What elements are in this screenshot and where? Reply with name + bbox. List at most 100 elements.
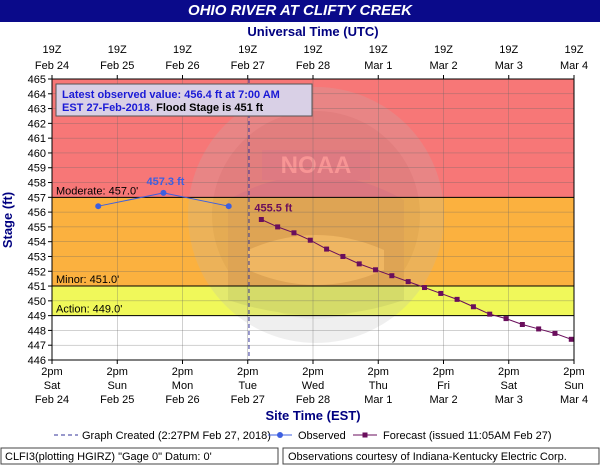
top-tick-date: Feb 24 bbox=[35, 60, 69, 72]
bottom-tick-day: Tue bbox=[238, 380, 257, 392]
forecast-point bbox=[258, 217, 264, 222]
bottom-tick-time: 2pm bbox=[498, 366, 519, 378]
top-axis: 19Z Feb 24 19Z Feb 25 19Z Feb 26 19Z Feb 27 19Z F… bbox=[35, 44, 588, 79]
y-tick-label: 462 bbox=[28, 118, 46, 130]
y-tick-label: 448 bbox=[28, 325, 46, 337]
top-tick-time: 19Z bbox=[499, 44, 518, 56]
footer-credit: Observations courtesy of Indiana-Kentuck… bbox=[288, 451, 567, 463]
svg-text:NOAA: NOAA bbox=[281, 152, 352, 179]
top-tick-date: Feb 27 bbox=[231, 60, 265, 72]
y-tick-label: 459 bbox=[28, 163, 46, 175]
series-layer bbox=[95, 189, 574, 342]
top-tick-time: 19Z bbox=[173, 44, 192, 56]
forecast-point bbox=[454, 296, 460, 302]
forecast-point bbox=[373, 267, 379, 273]
forecast-point bbox=[487, 311, 493, 317]
y-axis-title: Stage (ft) bbox=[0, 192, 15, 248]
legend-forecast: Forecast (issued 11:05AM Feb 27) bbox=[383, 430, 552, 442]
bottom-tick-date: Feb 28 bbox=[296, 394, 330, 406]
bottom-tick-time: 2pm bbox=[302, 366, 323, 378]
top-tick-time: 19Z bbox=[238, 44, 257, 56]
bottom-tick-date: Feb 27 bbox=[231, 394, 265, 406]
y-tick-label: 463 bbox=[28, 104, 46, 116]
top-axis-title: Universal Time (UTC) bbox=[247, 24, 378, 39]
bottom-tick-date: Mar 1 bbox=[364, 394, 392, 406]
bottom-tick-date: Feb 26 bbox=[165, 394, 199, 406]
bottom-tick-day: Sat bbox=[44, 380, 61, 392]
y-tick-label: 454 bbox=[28, 237, 46, 249]
y-tick-label: 451 bbox=[28, 281, 46, 293]
threshold-label-minor: Minor: 451.0' bbox=[56, 274, 119, 286]
bottom-tick-day: Fri bbox=[437, 380, 450, 392]
y-tick-label: 458 bbox=[28, 178, 46, 190]
y-tick-label: 452 bbox=[28, 266, 46, 278]
observed-point bbox=[95, 203, 102, 210]
threshold-labels: Moderate: 457.0' Minor: 451.0' Action: 449… bbox=[56, 185, 138, 315]
forecast-point bbox=[389, 273, 395, 279]
legend-graph-created: Graph Created (2:27PM Feb 27, 2018) bbox=[82, 430, 271, 442]
observed-point bbox=[160, 189, 167, 196]
y-tick-label: 455 bbox=[28, 222, 46, 234]
bottom-tick-date: Mar 3 bbox=[495, 394, 523, 406]
noaa-watermark-logo: NOAA bbox=[188, 87, 444, 343]
forecast-point bbox=[340, 253, 346, 259]
observed-point bbox=[225, 203, 232, 210]
forecast-line bbox=[261, 219, 572, 340]
y-tick-label: 449 bbox=[28, 311, 46, 323]
forecast-point bbox=[503, 316, 509, 322]
observed-annotation: 457.3 ft bbox=[147, 176, 185, 188]
info-line-2: EST 27-Feb-2018. Flood Stage is 451 ft bbox=[62, 102, 263, 114]
bottom-tick-time: 2pm bbox=[563, 366, 584, 378]
legend-observed: Observed bbox=[298, 430, 346, 442]
legend: Graph Created (2:27PM Feb 27, 2018) Obse… bbox=[54, 430, 552, 442]
top-tick-date: Feb 25 bbox=[100, 60, 134, 72]
top-tick-time: 19Z bbox=[434, 44, 453, 56]
forecast-point bbox=[324, 246, 330, 252]
threshold-label-moderate: Moderate: 457.0' bbox=[56, 185, 138, 197]
info-box: Latest observed value: 456.4 ft at 7:00 … bbox=[55, 83, 313, 117]
y-tick-label: 465 bbox=[28, 74, 46, 86]
legend-observed-marker bbox=[277, 432, 283, 438]
bottom-axis: 2pm Sat Feb 24 2pm Sun Feb 25 2pm Mon Feb 26 2pm T… bbox=[35, 360, 588, 406]
forecast-point bbox=[275, 224, 281, 230]
bottom-tick-time: 2pm bbox=[237, 366, 258, 378]
y-axis: 446 447 448 449 450 451 452 453 454 455 456 457 458 4… bbox=[28, 74, 52, 367]
y-tick-label: 453 bbox=[28, 251, 46, 263]
forecast-point bbox=[470, 304, 476, 310]
bottom-tick-day: Sun bbox=[564, 380, 584, 392]
hydrograph-chart: Universal Time (UTC) NOAA Moderate: 457.… bbox=[0, 24, 600, 465]
bottom-tick-day: Wed bbox=[302, 380, 324, 392]
threshold-lines bbox=[52, 196, 574, 317]
top-tick-time: 19Z bbox=[369, 44, 388, 56]
bottom-tick-time: 2pm bbox=[368, 366, 389, 378]
forecast-point bbox=[536, 326, 542, 332]
bottom-tick-date: Feb 25 bbox=[100, 394, 134, 406]
y-tick-label: 447 bbox=[28, 340, 46, 352]
y-tick-label: 464 bbox=[28, 89, 46, 101]
forecast-point bbox=[291, 230, 297, 236]
top-tick-date: Feb 26 bbox=[165, 60, 199, 72]
bottom-tick-time: 2pm bbox=[172, 366, 193, 378]
annotations: 457.3 ft 455.5 ft bbox=[147, 176, 293, 215]
forecast-point bbox=[307, 237, 313, 243]
top-tick-date: Mar 4 bbox=[560, 60, 588, 72]
y-tick-label: 446 bbox=[28, 355, 46, 367]
bottom-axis-title: Site Time (EST) bbox=[265, 408, 360, 423]
info-line-2-flood: Flood Stage is 451 ft bbox=[153, 102, 263, 114]
y-tick-label: 456 bbox=[28, 207, 46, 219]
top-tick-time: 19Z bbox=[304, 44, 323, 56]
info-line-1: Latest observed value: 456.4 ft at 7:00 … bbox=[62, 89, 280, 101]
top-tick-time: 19Z bbox=[43, 44, 62, 56]
bottom-tick-date: Mar 4 bbox=[560, 394, 588, 406]
top-tick-date: Mar 2 bbox=[429, 60, 457, 72]
footer: CLFI3(plotting HGIRZ) "Gage 0" Datum: 0'… bbox=[0, 447, 600, 465]
forecast-annotation: 455.5 ft bbox=[254, 203, 292, 215]
bottom-tick-time: 2pm bbox=[107, 366, 128, 378]
bottom-tick-date: Feb 24 bbox=[35, 394, 69, 406]
forecast-point bbox=[568, 336, 574, 342]
footer-datum: CLFI3(plotting HGIRZ) "Gage 0" Datum: 0' bbox=[5, 451, 212, 463]
bottom-tick-day: Thu bbox=[369, 380, 388, 392]
y-tick-label: 460 bbox=[28, 148, 46, 160]
top-tick-date: Feb 28 bbox=[296, 60, 330, 72]
